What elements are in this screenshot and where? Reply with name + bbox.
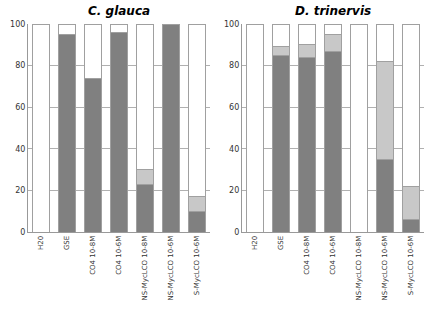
- svg-text:S-MycLCO 10-6M: S-MycLCO 10-6M: [193, 236, 201, 295]
- svg-text:GSE: GSE: [63, 236, 71, 250]
- svg-text:CO4 10-6M: CO4 10-6M: [329, 236, 337, 275]
- svg-text:100: 100: [224, 20, 239, 29]
- svg-text:40: 40: [15, 145, 25, 154]
- svg-text:H20: H20: [37, 236, 45, 250]
- svg-text:D. trinervis: D. trinervis: [295, 4, 371, 18]
- svg-text:NS-MycLCO 10-8M: NS-MycLCO 10-8M: [141, 236, 149, 301]
- svg-text:100: 100: [10, 20, 25, 29]
- svg-text:40: 40: [229, 145, 239, 154]
- svg-text:20: 20: [15, 186, 25, 195]
- svg-text:80: 80: [229, 61, 239, 70]
- svg-text:60: 60: [229, 103, 239, 112]
- svg-text:0: 0: [234, 228, 239, 237]
- svg-text:0: 0: [20, 228, 25, 237]
- svg-text:80: 80: [15, 61, 25, 70]
- svg-text:GSE: GSE: [277, 236, 285, 250]
- svg-text:20: 20: [229, 186, 239, 195]
- svg-text:H20: H20: [251, 236, 259, 250]
- svg-text:CO4 10-6M: CO4 10-6M: [115, 236, 123, 275]
- svg-text:S-MycLCO 10-6M: S-MycLCO 10-6M: [407, 236, 415, 295]
- svg-text:C. glauca: C. glauca: [88, 4, 150, 18]
- svg-text:CO4 10-8M: CO4 10-8M: [89, 236, 97, 275]
- svg-text:CO4 10-8M: CO4 10-8M: [303, 236, 311, 275]
- svg-text:NS-MycLCO 10-6M: NS-MycLCO 10-6M: [167, 236, 175, 301]
- svg-text:NS-MycLCO 10-6M: NS-MycLCO 10-6M: [381, 236, 389, 301]
- svg-text:60: 60: [15, 103, 25, 112]
- svg-text:NS-MycLCO 10-8M: NS-MycLCO 10-8M: [355, 236, 363, 301]
